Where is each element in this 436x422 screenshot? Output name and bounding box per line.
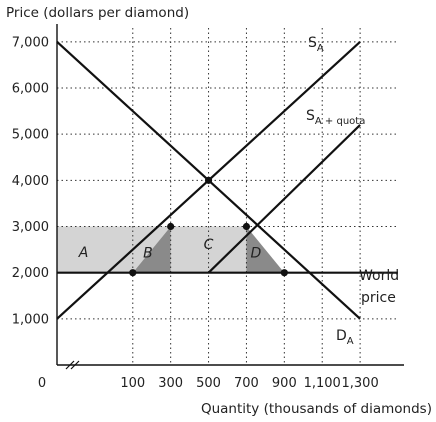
axis-break-mark <box>65 360 75 370</box>
region-a <box>57 226 171 273</box>
y-tick-label: 1,000 <box>12 312 49 327</box>
origin-label: 0 <box>38 376 46 391</box>
y-tick-label: 6,000 <box>12 82 49 97</box>
region-label-b: B <box>143 245 153 261</box>
x-axis-title: Quantity (thousands of diamonds) <box>201 401 432 417</box>
region-d <box>246 226 285 273</box>
y-tick-label: 2,000 <box>12 266 49 281</box>
region-b <box>132 226 171 273</box>
region-label-c: C <box>204 237 214 253</box>
y-tick-label: 5,000 <box>12 128 49 143</box>
equilibrium-point <box>167 222 175 231</box>
world-price-label: price <box>361 290 396 306</box>
supply-curve-sa-quota <box>207 124 361 274</box>
x-tick-label: 1,100 <box>304 376 341 391</box>
y-tick-label: 4,000 <box>12 174 49 189</box>
y-axis-title: Price (dollars per diamond) <box>6 5 189 21</box>
x-tick-label: 1,300 <box>342 376 379 391</box>
shaded-regions <box>57 226 285 273</box>
region-label-a: A <box>78 245 89 261</box>
y-tick-label: 3,000 <box>12 220 49 235</box>
supply-label-sa-quota: SA + quota <box>306 108 365 127</box>
equilibrium-point <box>129 269 137 277</box>
region-label-d: D <box>251 245 262 261</box>
x-tick-label: 300 <box>158 376 183 391</box>
x-tick-label: 700 <box>234 376 259 391</box>
world-price-label: World <box>359 268 399 284</box>
curves <box>56 41 398 320</box>
supply-label-sa: SA <box>308 35 324 54</box>
y-tick-label: 7,000 <box>12 35 49 50</box>
demand-label-da: DA <box>336 328 354 347</box>
equilibrium-point <box>204 176 213 184</box>
labels: 1,000 2,000 3,000 4,000 5,000 6,000 7,000 100 30… <box>12 35 399 391</box>
x-tick-label: 900 <box>272 376 297 391</box>
x-tick-label: 100 <box>120 376 145 391</box>
points <box>129 176 288 277</box>
axis-break-mark <box>70 360 80 370</box>
equilibrium-point <box>280 269 288 277</box>
axes <box>56 24 404 370</box>
x-tick-label: 500 <box>196 376 221 391</box>
equilibrium-point <box>242 222 251 231</box>
